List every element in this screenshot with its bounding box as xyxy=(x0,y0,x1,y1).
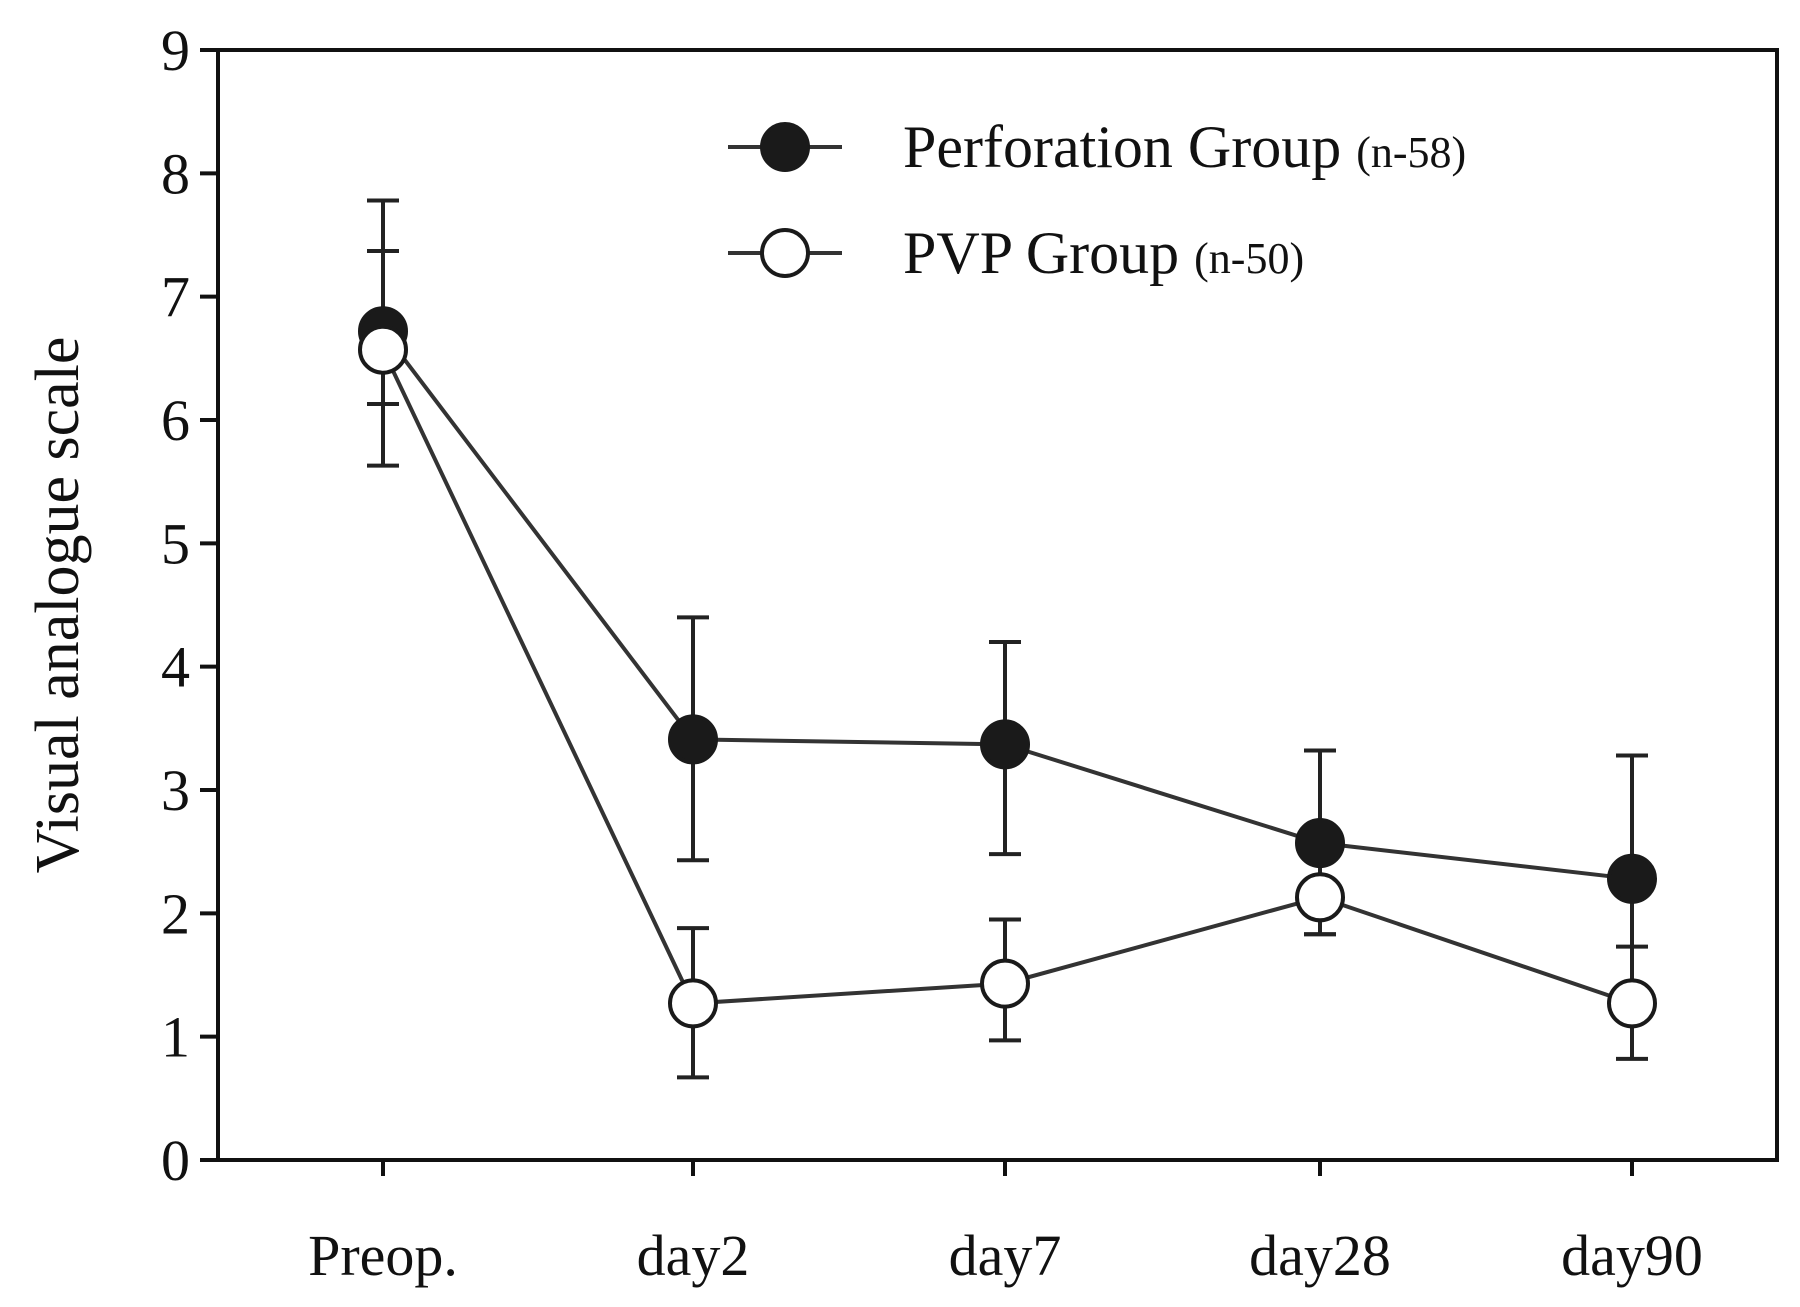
y-tick-label: 2 xyxy=(161,881,190,946)
y-axis-label: Visual analogue scale xyxy=(24,337,92,874)
legend-n-label: (n-58) xyxy=(1356,128,1466,177)
y-tick-label: 0 xyxy=(161,1128,190,1193)
axes: 0 1 2 3 4 5 6 7 8 9 Preop. day2 day7 day28 day90 xyxy=(161,18,1779,1288)
x-tick-label: day2 xyxy=(637,1223,750,1288)
y-tick-label: 6 xyxy=(161,388,190,453)
x-tick-label: day7 xyxy=(949,1223,1062,1288)
data-point-open xyxy=(1295,872,1345,923)
y-tick-label: 1 xyxy=(161,1005,190,1070)
data-point-open xyxy=(358,324,408,375)
series-line-1 xyxy=(381,348,1633,1006)
legend: Perforation Group (n-58) PVP Group (n-50) xyxy=(728,114,1466,286)
y-tick-label: 7 xyxy=(161,265,190,330)
legend-label: Perforation Group (n-58) xyxy=(903,114,1466,180)
plot-frame xyxy=(216,48,1779,1162)
data-point-filled xyxy=(1607,853,1657,904)
legend-marker xyxy=(760,228,810,278)
y-tick-label: 3 xyxy=(161,758,190,823)
x-tick-label: Preop. xyxy=(308,1223,458,1288)
data-point-open xyxy=(668,978,718,1029)
legend-label: PVP Group (n-50) xyxy=(903,220,1304,286)
data-point-open xyxy=(1607,978,1657,1029)
y-tick-label: 8 xyxy=(161,141,190,206)
data-point-filled xyxy=(668,714,718,765)
data-point-filled xyxy=(980,719,1030,770)
y-tick-label: 9 xyxy=(161,18,190,83)
x-tick-label: day28 xyxy=(1249,1223,1391,1288)
y-tick-label: 4 xyxy=(161,635,190,700)
x-tick-label: day90 xyxy=(1561,1223,1703,1288)
data-point-open xyxy=(980,958,1030,1009)
data-point-filled xyxy=(1295,818,1345,869)
series-layer xyxy=(358,198,1657,1080)
y-tick-label: 5 xyxy=(161,511,190,576)
legend-n-label: (n-50) xyxy=(1194,234,1304,283)
legend-marker xyxy=(760,122,810,172)
series-line-0 xyxy=(381,329,1633,881)
